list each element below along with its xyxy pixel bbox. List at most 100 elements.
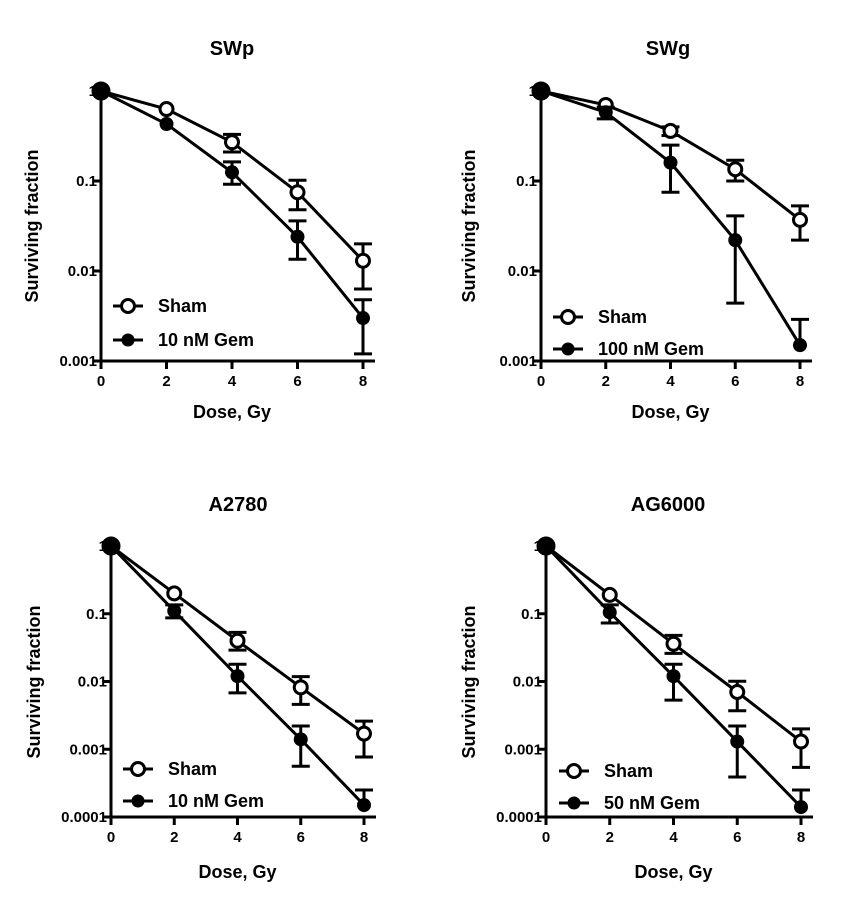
x-tick-label: 6 bbox=[293, 373, 301, 390]
y-tick-label: 0.01 bbox=[78, 674, 107, 691]
y-tick-label: 0.001 bbox=[59, 353, 97, 370]
legend-item: 50 nM Gem bbox=[559, 793, 700, 813]
x-tick-label: 2 bbox=[602, 373, 610, 390]
data-point-open bbox=[662, 122, 679, 139]
x-tick-label: 6 bbox=[733, 829, 741, 846]
legend-marker-open bbox=[566, 763, 582, 779]
series-line bbox=[100, 89, 365, 320]
chart-title: SWp bbox=[210, 38, 254, 60]
x-tick-label: 0 bbox=[542, 829, 550, 846]
data-point-open bbox=[292, 679, 309, 696]
legend-label: Sham bbox=[604, 761, 653, 781]
legend-marker-open bbox=[560, 309, 576, 325]
y-axis-label: Surviving fraction bbox=[22, 149, 42, 302]
x-tick-label: 0 bbox=[97, 373, 105, 390]
legend-marker-filled bbox=[561, 342, 575, 356]
x-tick-label: 8 bbox=[360, 829, 368, 846]
legend-marker-filled bbox=[121, 333, 135, 347]
x-tick-label: 6 bbox=[297, 829, 305, 846]
y-tick-label: 0.01 bbox=[508, 263, 537, 280]
x-axis-label: Dose, Gy bbox=[631, 402, 709, 422]
data-point-filled bbox=[598, 105, 613, 120]
series-10-nm-gem bbox=[92, 82, 372, 356]
data-point-filled bbox=[793, 338, 807, 353]
data-point-open bbox=[229, 632, 246, 649]
data-point-filled bbox=[230, 669, 245, 684]
legend-label: 100 nM Gem bbox=[598, 339, 704, 359]
x-tick-label: 6 bbox=[731, 373, 739, 390]
legend-marker-filled bbox=[567, 796, 581, 810]
legend-marker-filled bbox=[131, 794, 145, 808]
x-axis-label: Dose, Gy bbox=[198, 862, 276, 882]
data-point-filled bbox=[92, 82, 110, 100]
legend-item: 10 nM Gem bbox=[113, 330, 254, 350]
legend-item: Sham bbox=[553, 307, 647, 327]
legend-marker-open bbox=[120, 298, 136, 314]
data-point-open bbox=[355, 252, 371, 269]
legend-label: Sham bbox=[168, 759, 217, 779]
y-axis-label: Surviving fraction bbox=[459, 149, 479, 302]
x-tick-label: 4 bbox=[666, 373, 675, 390]
data-point-filled bbox=[293, 732, 308, 747]
y-tick-label: 0.1 bbox=[86, 606, 107, 623]
legend-item: 10 nM Gem bbox=[123, 791, 264, 811]
x-tick-label: 0 bbox=[107, 829, 115, 846]
x-tick-label: 2 bbox=[162, 373, 170, 390]
data-point-filled bbox=[102, 537, 120, 555]
legend-marker-open bbox=[130, 761, 146, 777]
x-axis-label: Dose, Gy bbox=[634, 862, 712, 882]
x-axis-label: Dose, Gy bbox=[193, 402, 271, 422]
series-sham bbox=[536, 536, 810, 769]
data-point-filled bbox=[159, 116, 174, 131]
x-tick-label: 2 bbox=[606, 829, 614, 846]
data-point-filled bbox=[666, 669, 681, 684]
data-point-open bbox=[601, 586, 618, 603]
legend-item: Sham bbox=[123, 759, 217, 779]
x-tick-label: 4 bbox=[233, 829, 242, 846]
data-point-open bbox=[158, 101, 175, 118]
y-tick-label: 0.001 bbox=[499, 353, 537, 370]
x-tick-label: 2 bbox=[170, 829, 178, 846]
y-tick-label: 0.1 bbox=[76, 173, 97, 190]
data-point-open bbox=[166, 585, 183, 602]
x-tick-label: 4 bbox=[228, 373, 237, 390]
data-point-open bbox=[792, 211, 808, 228]
legend-label: 10 nM Gem bbox=[158, 330, 254, 350]
legend-label: Sham bbox=[158, 296, 207, 316]
series-50-nm-gem bbox=[537, 537, 810, 815]
data-point-filled bbox=[290, 229, 305, 244]
legend-item: 100 nM Gem bbox=[553, 339, 704, 359]
chart-title: SWg bbox=[646, 38, 690, 60]
data-point-open bbox=[665, 635, 682, 652]
legend-item: Sham bbox=[559, 761, 653, 781]
data-point-filled bbox=[794, 800, 808, 815]
data-point-open bbox=[793, 733, 809, 750]
x-tick-label: 8 bbox=[796, 373, 804, 390]
data-point-filled bbox=[730, 734, 745, 749]
data-point-filled bbox=[532, 82, 550, 100]
y-tick-label: 0.01 bbox=[513, 674, 542, 691]
data-point-open bbox=[224, 134, 240, 151]
data-point-filled bbox=[537, 537, 555, 555]
y-tick-label: 0.001 bbox=[504, 741, 542, 758]
series-10-nm-gem bbox=[102, 537, 373, 813]
y-tick-label: 0.1 bbox=[516, 173, 537, 190]
data-point-filled bbox=[357, 798, 371, 813]
chart-title: A2780 bbox=[209, 494, 268, 516]
y-tick-label: 0.01 bbox=[68, 263, 97, 280]
chart-title: AG6000 bbox=[631, 494, 706, 516]
x-tick-label: 4 bbox=[669, 829, 678, 846]
data-point-filled bbox=[167, 603, 182, 618]
data-point-open bbox=[356, 725, 372, 742]
y-axis-label: Surviving fraction bbox=[459, 605, 479, 758]
legend-label: Sham bbox=[598, 307, 647, 327]
y-tick-label: 0.0001 bbox=[61, 809, 107, 826]
legend-label: 10 nM Gem bbox=[168, 791, 264, 811]
y-tick-label: 0.0001 bbox=[496, 809, 542, 826]
legend-label: 50 nM Gem bbox=[604, 793, 700, 813]
